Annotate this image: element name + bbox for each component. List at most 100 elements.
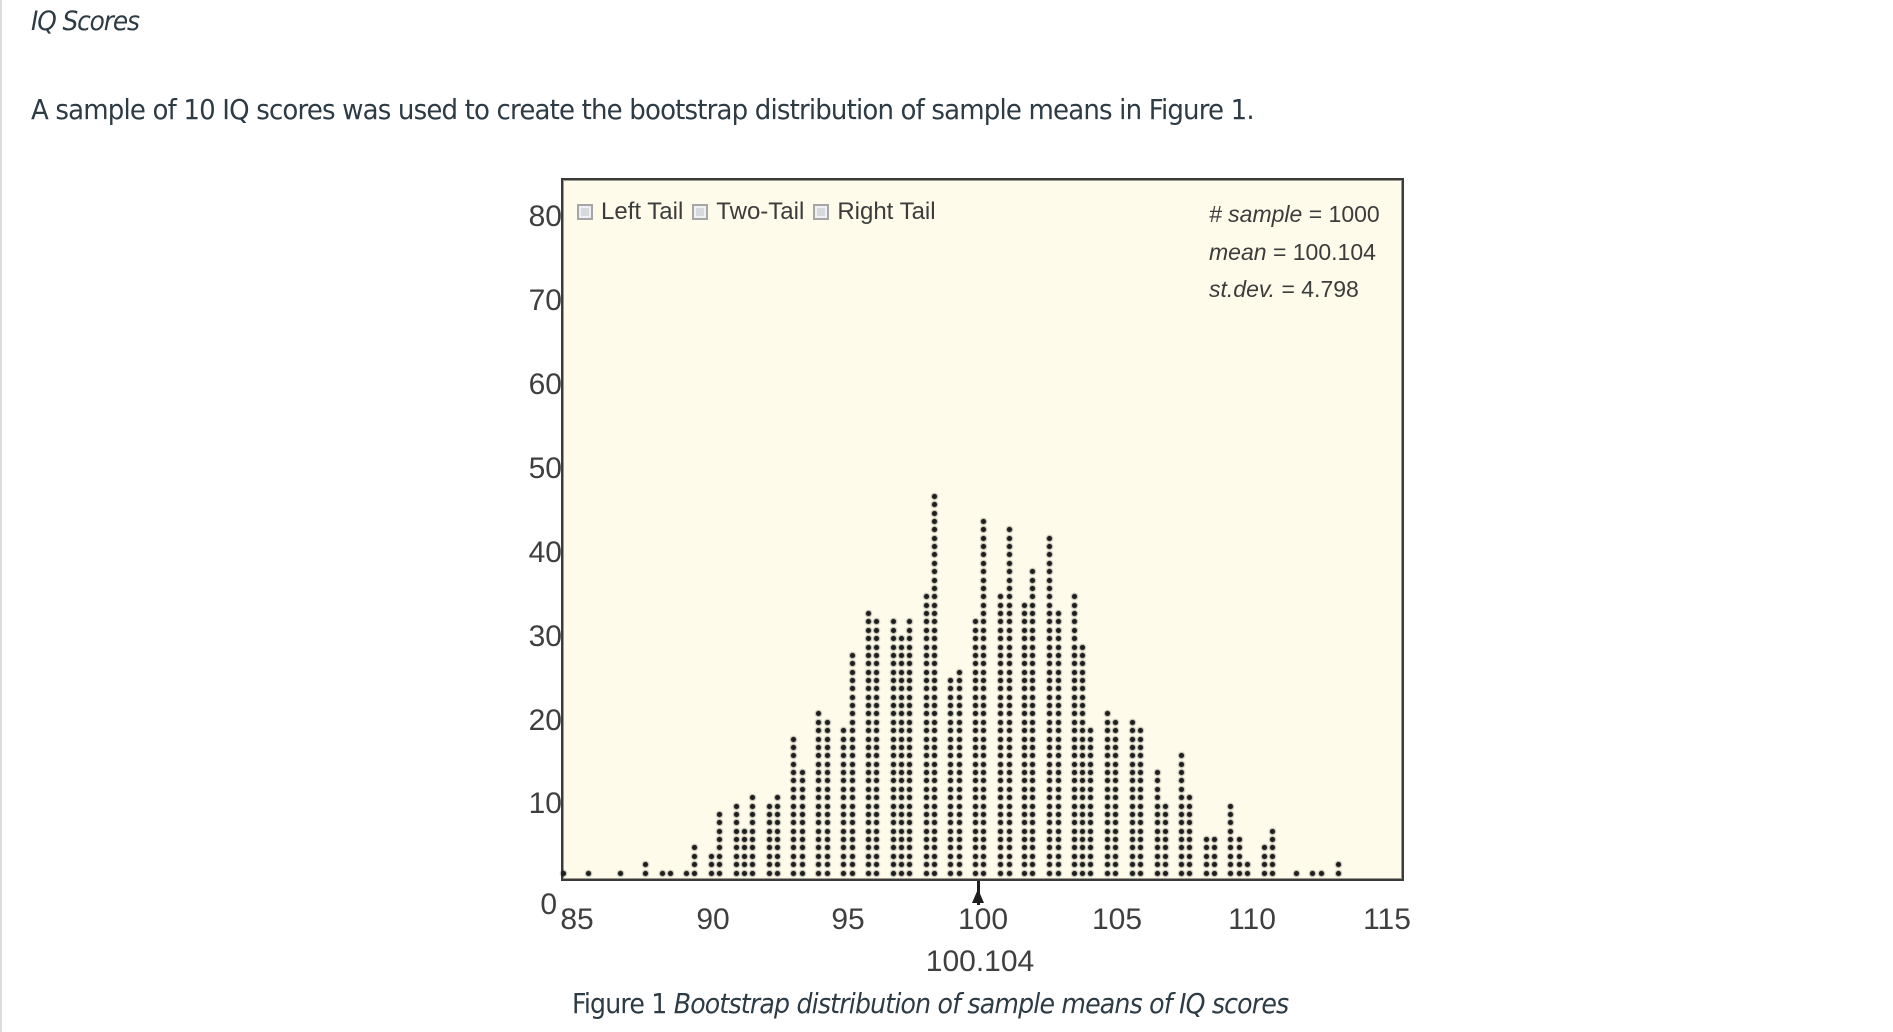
data-dot	[1162, 820, 1168, 826]
data-dot	[849, 837, 855, 843]
data-dot	[1186, 853, 1192, 859]
data-dot	[1021, 652, 1027, 658]
data-dot	[1046, 711, 1052, 717]
data-dot	[716, 862, 722, 868]
data-dot	[1178, 770, 1184, 776]
data-dot	[873, 703, 879, 709]
data-dot	[1079, 652, 1085, 658]
data-dot	[840, 820, 846, 826]
data-dot	[815, 820, 821, 826]
data-dot	[980, 594, 986, 600]
data-dot	[1029, 644, 1035, 650]
data-dot	[997, 803, 1003, 809]
data-dot	[890, 761, 896, 767]
data-dot	[972, 728, 978, 734]
data-dot	[749, 828, 755, 834]
data-dot	[1137, 753, 1143, 759]
data-dot	[1137, 728, 1143, 734]
data-dot	[1203, 837, 1209, 843]
data-dot	[890, 619, 896, 625]
data-dot	[840, 744, 846, 750]
data-dot	[972, 870, 978, 876]
data-dot	[1178, 820, 1184, 826]
data-dot	[1029, 669, 1035, 675]
left-tail-checkbox[interactable]	[577, 204, 593, 220]
data-dot	[898, 786, 904, 792]
two-tail-checkbox[interactable]	[692, 204, 709, 220]
data-dot	[667, 870, 673, 876]
data-dot	[1055, 711, 1061, 717]
data-dot	[890, 677, 896, 683]
data-dot	[997, 644, 1003, 650]
data-dot	[923, 761, 929, 767]
data-dot	[1046, 744, 1052, 750]
data-dot	[980, 728, 986, 734]
data-dot	[980, 577, 986, 583]
data-dot	[1021, 669, 1027, 675]
data-dot	[906, 795, 912, 801]
data-dot	[972, 845, 978, 851]
data-dot	[799, 862, 805, 868]
data-dot	[947, 837, 953, 843]
data-dot	[1104, 736, 1110, 742]
left-tail-option[interactable]: Left Tail	[577, 198, 683, 226]
data-dot	[1071, 686, 1077, 692]
data-dot	[824, 795, 830, 801]
data-dot	[1046, 811, 1052, 817]
data-dot	[716, 828, 722, 834]
data-dot	[931, 837, 937, 843]
data-dot	[997, 694, 1003, 700]
data-dot	[906, 627, 912, 633]
data-dot	[898, 694, 904, 700]
right-tail-option[interactable]: Right Tail	[813, 198, 936, 226]
data-dot	[972, 853, 978, 859]
data-dot	[824, 820, 830, 826]
data-dot	[1021, 803, 1027, 809]
data-dot	[849, 862, 855, 868]
data-dot	[898, 795, 904, 801]
y-tick-label: 0	[540, 888, 557, 921]
data-dot	[997, 761, 1003, 767]
data-dot	[873, 619, 879, 625]
data-dot	[931, 862, 937, 868]
data-dot	[659, 870, 665, 876]
data-dot	[1046, 837, 1052, 843]
data-dot	[923, 644, 929, 650]
data-dot	[849, 778, 855, 784]
data-dot	[947, 820, 953, 826]
data-dot	[1006, 661, 1012, 667]
data-dot	[1079, 686, 1085, 692]
data-dot	[865, 719, 871, 725]
data-dot	[1087, 753, 1093, 759]
data-dot	[1309, 870, 1315, 876]
data-dot	[1129, 719, 1135, 725]
data-dot	[766, 845, 772, 851]
data-dot	[1227, 853, 1233, 859]
data-dot	[931, 711, 937, 717]
two-tail-option[interactable]: Two-Tail	[692, 198, 804, 226]
data-dot	[997, 619, 1003, 625]
data-dot	[1021, 795, 1027, 801]
mean-marker-triangle-icon[interactable]	[972, 889, 984, 903]
data-dot	[1006, 786, 1012, 792]
data-dot	[898, 669, 904, 675]
data-dot	[815, 728, 821, 734]
data-dot	[890, 820, 896, 826]
data-dot	[774, 845, 780, 851]
data-dot	[1021, 703, 1027, 709]
data-dot	[865, 694, 871, 700]
data-dot	[815, 736, 821, 742]
right-tail-checkbox[interactable]	[813, 204, 830, 220]
data-dot	[741, 837, 747, 843]
data-dot	[1021, 627, 1027, 633]
data-dot	[691, 845, 697, 851]
data-dot	[972, 786, 978, 792]
data-dot	[997, 728, 1003, 734]
data-dot	[1236, 845, 1242, 851]
data-dot	[1021, 661, 1027, 667]
x-tick-label: 100	[957, 903, 1009, 936]
data-dot	[947, 686, 953, 692]
data-dot	[972, 627, 978, 633]
data-dot	[1055, 862, 1061, 868]
data-dot	[733, 828, 739, 834]
